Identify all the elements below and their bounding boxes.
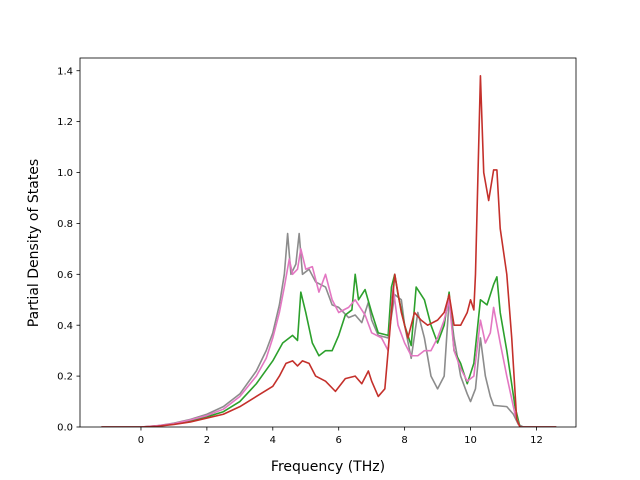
x-tick-label: 0 [138, 435, 144, 446]
x-tick-label: 2 [204, 435, 210, 446]
x-tick-label: 10 [464, 435, 477, 446]
y-tick-label: 0.6 [57, 270, 73, 281]
y-tick-label: 1.4 [57, 66, 73, 77]
series-line-4 [101, 75, 557, 427]
y-tick-label: 0.8 [57, 219, 73, 230]
y-tick-label: 1.0 [57, 168, 73, 179]
series-line-2 [101, 273, 557, 427]
x-tick-label: 4 [270, 435, 276, 446]
y-tick-label: 0.2 [57, 372, 73, 383]
y-axis-label: Partial Density of States [26, 159, 42, 327]
axes-frame [79, 57, 577, 428]
x-axis-label: Frequency (THz) [271, 459, 385, 475]
x-tick-label: 6 [336, 435, 342, 446]
y-tick-label: 1.2 [57, 117, 73, 128]
x-axis-ticks: 0 2 4 6 8 10 12 [138, 427, 543, 446]
y-axis-ticks: 0.0 0.2 0.4 0.6 0.8 1.0 1.2 1.4 [57, 66, 80, 434]
series-line-3 [101, 248, 557, 427]
x-tick-label: 8 [401, 435, 407, 446]
x-tick-label: 12 [530, 435, 543, 446]
y-tick-label: 0.0 [57, 423, 73, 434]
plot-frame [79, 57, 577, 428]
series-lines [101, 75, 557, 427]
y-tick-label: 0.4 [57, 321, 73, 332]
series-line-1 [101, 232, 557, 427]
